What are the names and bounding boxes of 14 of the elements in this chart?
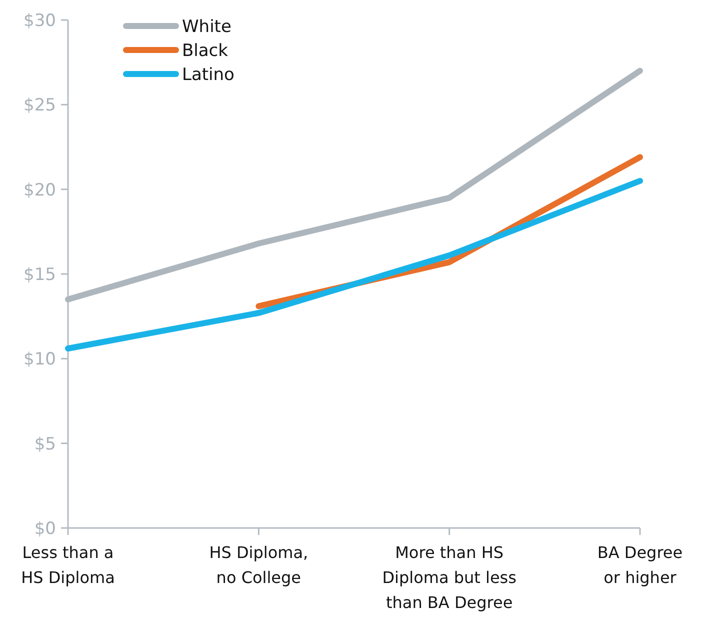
legend-label: Black	[182, 40, 228, 61]
x-tick-label: BA Degree or higher	[597, 543, 683, 587]
y-tick-label: $0	[34, 518, 56, 539]
legend-label: Latino	[182, 64, 234, 85]
y-tick-label: $20	[24, 180, 56, 200]
x-tick-label: More than HS Diploma but less than BA Degree	[382, 543, 516, 612]
x-tick-label: HS Diploma, no College	[209, 543, 308, 587]
y-tick-label: $5	[34, 434, 56, 454]
y-tick-label: $10	[24, 350, 56, 370]
legend-label: White	[182, 16, 232, 37]
y-tick-label: $15	[24, 264, 56, 285]
y-tick-label: $30	[24, 10, 56, 31]
y-tick-label: $25	[24, 96, 56, 116]
x-tick-label: Less than a HS Diploma	[21, 543, 115, 587]
